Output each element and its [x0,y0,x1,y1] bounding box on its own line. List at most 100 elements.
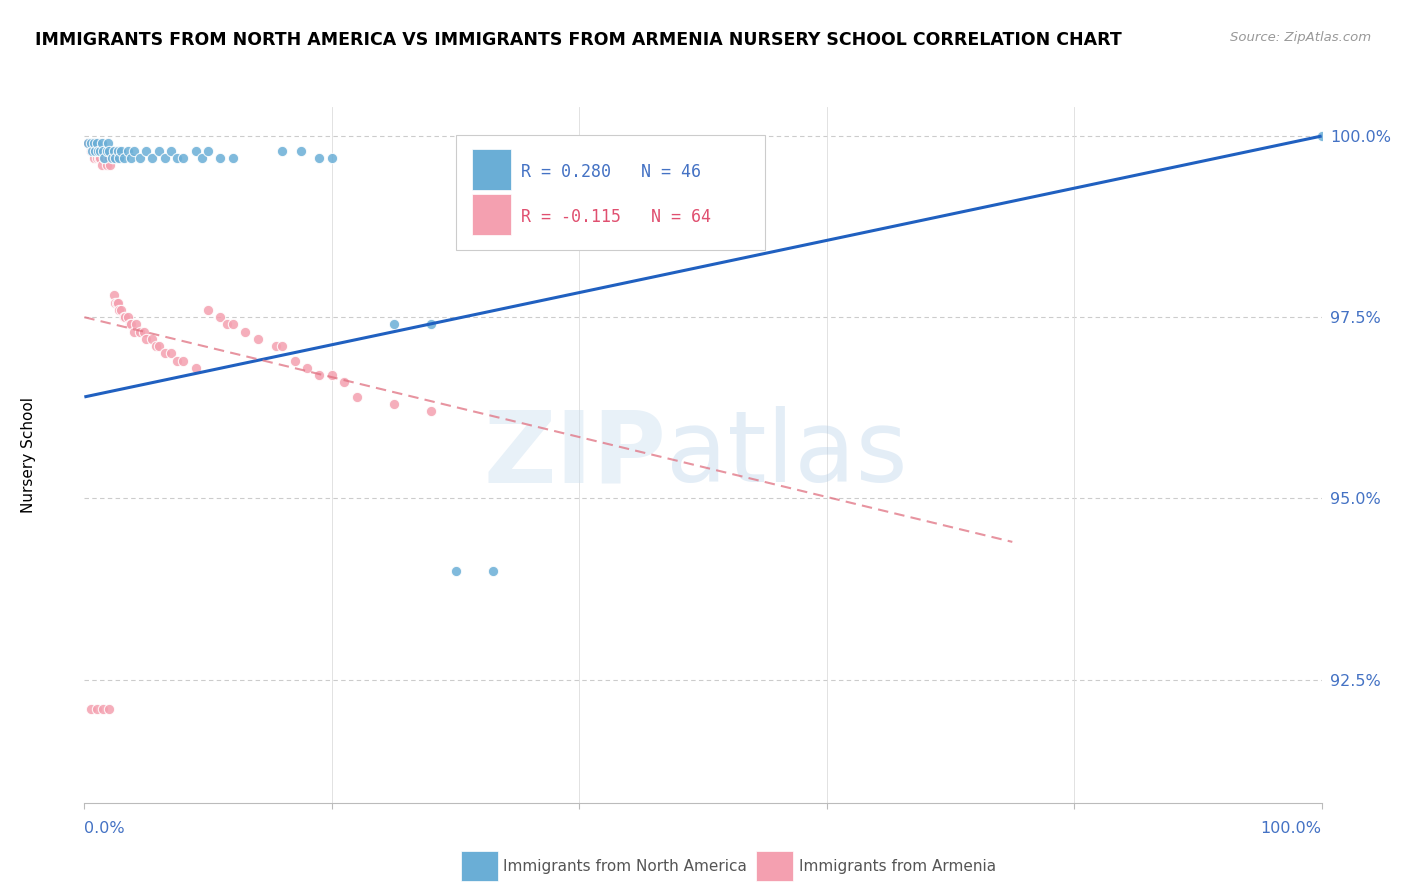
Point [91,144,114,158]
Point [308,151,330,165]
Point [79,701,101,715]
Point [284,353,307,368]
Point [209,151,232,165]
Point [129,151,152,165]
Point [271,339,294,353]
Point [271,144,294,158]
Point [419,318,441,332]
Point [98,144,121,158]
Point [321,368,343,383]
Point [172,353,194,368]
Point [153,151,176,165]
Point [110,144,132,158]
Point [82,144,104,158]
Point [295,360,318,375]
Point [141,332,163,346]
Point [197,303,219,318]
Point [80,136,103,151]
Text: Source: ZipAtlas.com: Source: ZipAtlas.com [1230,31,1371,45]
Point [104,295,127,310]
Point [94,151,117,165]
Point [184,144,207,158]
Point [264,339,287,353]
Point [98,158,121,172]
Point [184,360,207,375]
Point [96,158,118,172]
Point [83,151,105,165]
Point [80,144,103,158]
Point [104,151,127,165]
Point [321,151,343,165]
Point [172,151,194,165]
Point [108,151,131,165]
Point [481,564,503,578]
Point [87,144,110,158]
Point [333,376,356,390]
Point [1310,128,1333,143]
Point [86,136,108,151]
Point [79,144,101,158]
Point [86,701,108,715]
Point [346,390,368,404]
Point [91,701,114,715]
Point [107,144,129,158]
Point [141,151,163,165]
Point [98,151,121,165]
Point [382,397,405,411]
Point [117,310,139,325]
Point [145,339,167,353]
Point [308,368,330,383]
Point [90,158,112,172]
Text: IMMIGRANTS FROM NORTH AMERICA VS IMMIGRANTS FROM ARMENIA NURSERY SCHOOL CORRELAT: IMMIGRANTS FROM NORTH AMERICA VS IMMIGRA… [35,31,1122,49]
Point [107,295,129,310]
Point [135,332,157,346]
Point [215,318,238,332]
Point [100,144,122,158]
Point [135,144,157,158]
Text: R = 0.280   N = 46: R = 0.280 N = 46 [522,162,702,181]
Text: Immigrants from North America: Immigrants from North America [503,859,747,873]
Point [120,318,142,332]
Point [419,404,441,418]
Point [120,318,142,332]
Point [233,325,256,339]
Text: Nursery School: Nursery School [21,397,37,513]
Point [110,303,132,318]
Point [153,346,176,360]
FancyBboxPatch shape [471,194,512,235]
Point [87,144,110,158]
Text: R = -0.115   N = 64: R = -0.115 N = 64 [522,208,711,226]
Point [222,318,245,332]
Point [197,144,219,158]
Point [86,151,108,165]
Point [125,318,148,332]
Point [160,346,183,360]
Point [93,151,115,165]
Point [89,151,111,165]
Point [97,151,120,165]
Point [290,144,312,158]
Point [117,144,139,158]
Point [148,144,170,158]
Point [89,151,111,165]
Point [148,339,170,353]
Point [112,151,135,165]
Point [222,151,245,165]
Point [93,151,115,165]
Text: 100.0%: 100.0% [1261,821,1322,836]
Point [209,310,232,325]
Point [91,144,114,158]
Point [108,303,131,318]
Point [382,318,405,332]
Point [160,144,183,158]
Point [96,144,118,158]
Point [122,325,145,339]
Point [166,151,188,165]
Point [120,151,142,165]
Point [90,136,112,151]
Point [112,310,135,325]
Point [100,151,122,165]
Point [103,288,125,302]
Point [89,144,111,158]
Point [166,353,188,368]
